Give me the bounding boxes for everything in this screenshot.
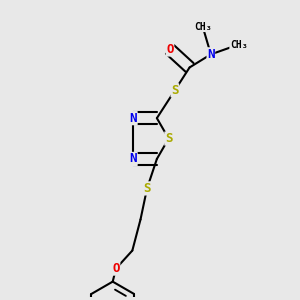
Text: S: S — [143, 182, 151, 195]
Text: S: S — [165, 132, 172, 145]
Text: CH₃: CH₃ — [230, 40, 248, 50]
Text: O: O — [166, 43, 174, 56]
Text: N: N — [130, 112, 137, 124]
Text: S: S — [171, 84, 178, 97]
Text: O: O — [112, 262, 120, 275]
Text: N: N — [207, 48, 214, 61]
Text: N: N — [130, 152, 137, 165]
Text: CH₃: CH₃ — [194, 22, 212, 32]
